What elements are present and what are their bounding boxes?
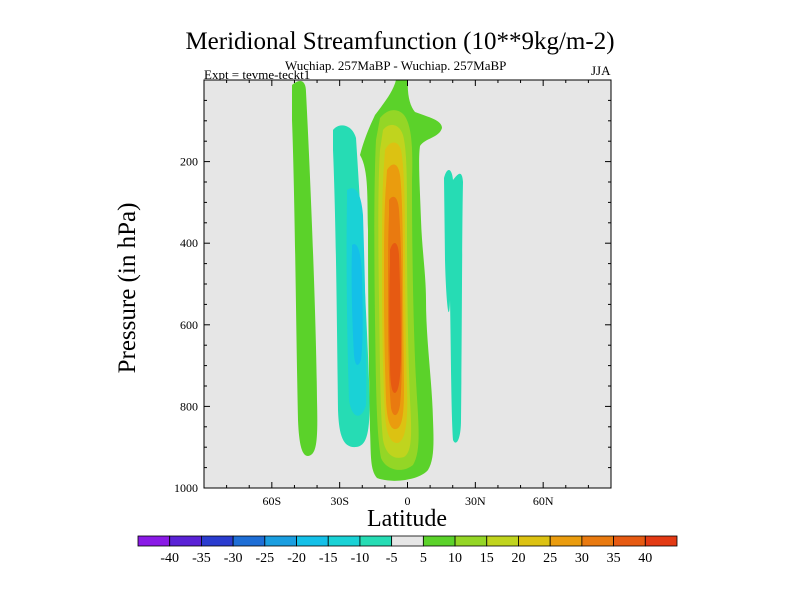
colorbar-label: -30: [224, 551, 243, 566]
colorbar-label: -15: [319, 551, 338, 566]
colorbar-swatch: [137, 535, 171, 547]
y-tick-label: 200: [180, 155, 198, 169]
x-axis: 60S 30S 0 30N 60N: [226, 80, 589, 508]
colorbar-swatch: [359, 535, 393, 547]
colorbar-swatch: [518, 535, 551, 547]
colorbar: -40 -35 -30 -25 -20 -15 -10 -5 5 10 15 20 25 30 35 40: [137, 535, 678, 566]
y-tick-label: 1000: [174, 481, 198, 495]
y-tick-label: 600: [180, 318, 198, 332]
experiment-label: Expt = tevme-teckt1: [204, 67, 311, 82]
y-axis: 200 400 600 800 1000: [174, 99, 611, 495]
colorbar-swatch: [391, 535, 424, 547]
colorbar-swatch: [454, 535, 488, 547]
colorbar-swatch: [644, 535, 678, 547]
colorbar-label: 5: [420, 551, 427, 566]
colorbar-label: 35: [607, 551, 621, 566]
colorbar-swatch: [296, 535, 329, 547]
x-tick-label: 30S: [330, 494, 349, 508]
colorbar-label: -5: [386, 551, 398, 566]
colorbar-swatch: [327, 535, 361, 547]
x-axis-title: Latitude: [367, 506, 447, 532]
colorbar-label: -35: [192, 551, 211, 566]
y-tick-label: 800: [180, 399, 198, 413]
contour-negative-band-22n: [444, 169, 463, 443]
y-tick-label: 400: [180, 236, 198, 250]
contour-negative-inner: [351, 244, 363, 365]
chart-subtitle: Wuchiap. 257MaBP - Wuchiap. 257MaBP: [285, 58, 507, 73]
colorbar-swatch: [201, 535, 234, 547]
colorbar-swatch: [232, 535, 266, 547]
colorbar-label: 25: [543, 551, 557, 566]
colorbar-swatch: [264, 535, 297, 547]
colorbar-label: -10: [351, 551, 370, 566]
x-tick-label: 60S: [262, 494, 281, 508]
colorbar-label: -25: [255, 551, 274, 566]
colorbar-swatch: [486, 535, 519, 547]
contour-positive-35-core: [389, 243, 401, 393]
colorbar-swatch: [613, 535, 646, 547]
x-tick-label: 0: [405, 494, 411, 508]
colorbar-swatch: [581, 535, 614, 547]
colorbar-swatch: [549, 535, 583, 547]
colorbar-label: 15: [480, 551, 494, 566]
colorbar-label: -40: [160, 551, 179, 566]
x-tick-label: 60N: [533, 494, 554, 508]
colorbar-label: -20: [287, 551, 306, 566]
chart-title: Meridional Streamfunction (10**9kg/m-2): [185, 28, 615, 55]
x-tick-label: 30N: [465, 494, 486, 508]
season-label: JJA: [591, 63, 611, 78]
colorbar-label: 20: [511, 551, 525, 566]
colorbar-label: 30: [575, 551, 589, 566]
colorbar-swatch: [422, 535, 456, 547]
colorbar-label: 40: [638, 551, 652, 566]
contour-positive-band-45s: [292, 80, 318, 456]
colorbar-label: 10: [448, 551, 462, 566]
colorbar-swatch: [169, 535, 202, 547]
